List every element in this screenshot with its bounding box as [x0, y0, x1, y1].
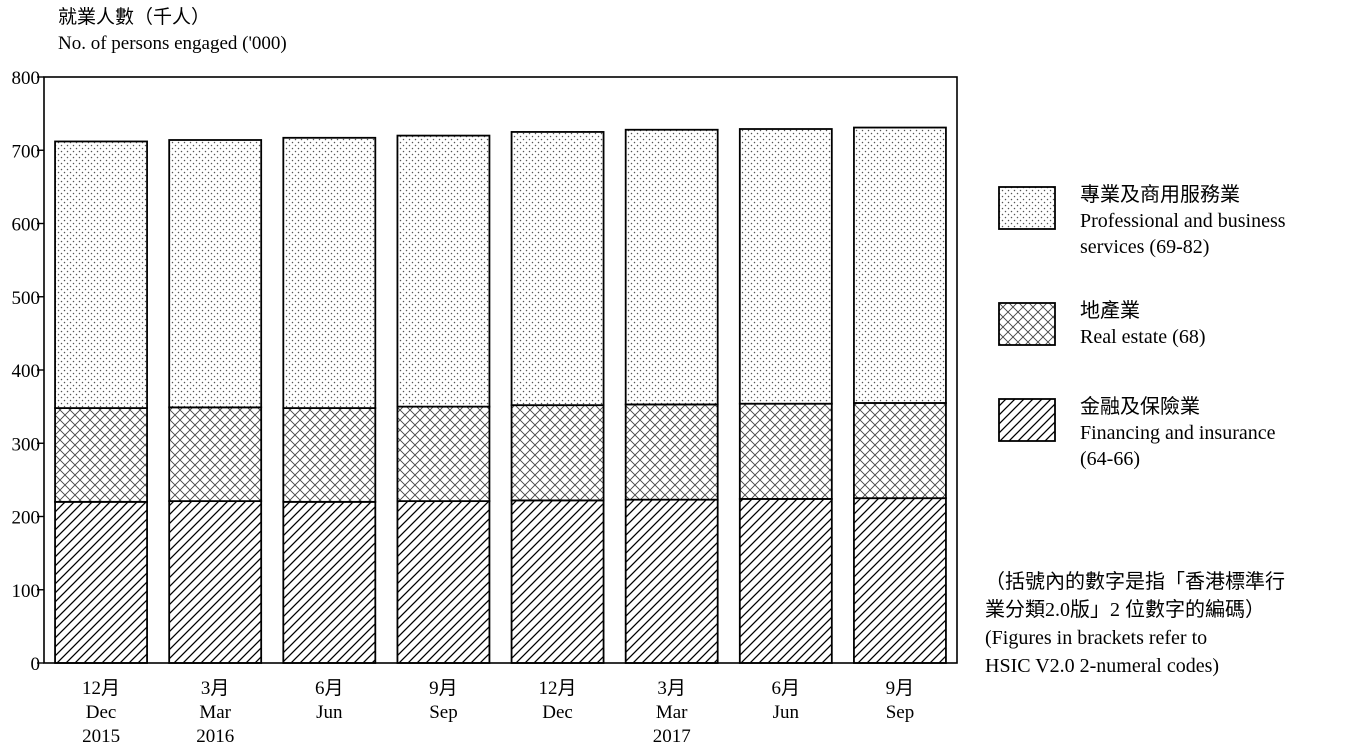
bar-segment-1-4 [396, 500, 491, 664]
legend-label-line: 專業及商用服務業 [1080, 184, 1240, 206]
y-tick-label: 600 [12, 215, 41, 236]
bar-segment-3-4 [396, 134, 491, 408]
footnote-en-line1: (Figures in brackets refer to [985, 627, 1208, 649]
footnote: （括號內的數字是指「香港標準行 業分類2.0版」2 位數字的編碼） (Figur… [985, 568, 1285, 680]
bar-segment-2-8 [853, 402, 947, 500]
bar-segment-2-5 [510, 404, 605, 502]
legend-label-line: 地產業 [1080, 300, 1140, 322]
x-tick-label: Sep [886, 702, 915, 723]
bar-segment-1-3 [282, 500, 377, 664]
y-tick-label: 700 [12, 141, 41, 162]
bar-segment-3-5 [510, 131, 605, 407]
footnote-zh-line2: 業分類2.0版」2 位數字的編碼） [985, 599, 1265, 621]
footnote-zh-line1: （括號內的數字是指「香港標準行 [985, 571, 1285, 593]
legend-label-line: Real estate (68) [1080, 326, 1206, 348]
bar-segment-2-2 [168, 406, 263, 503]
x-tick-label: 2017 [653, 726, 691, 746]
bar-segment-2-3 [282, 407, 377, 503]
footnote-en-line2: HSIC V2.0 2-numeral codes) [985, 655, 1220, 677]
y-axis-label-en: No. of persons engaged ('000) [58, 33, 287, 54]
y-axis-label-zh: 就業人數（千人） [58, 7, 211, 28]
x-tick-label: 3月 [201, 678, 230, 699]
x-tick-label: 2015 [82, 726, 120, 746]
bar-segment-3-8 [853, 126, 947, 404]
x-tick-label: Mar [656, 702, 688, 723]
x-tick-label: Jun [316, 702, 343, 723]
bar-segment-1-8 [853, 497, 947, 664]
bar-segment-3-1 [54, 140, 148, 409]
bar-segment-1-7 [738, 498, 833, 664]
bars-group [54, 126, 947, 664]
y-tick-label: 0 [31, 654, 41, 675]
x-tick-label: 9月 [429, 678, 458, 699]
legend-label-line: Professional and business [1080, 210, 1286, 232]
x-tick-label: 6月 [315, 678, 344, 699]
bar-segment-2-1 [54, 407, 148, 503]
legend-label-line: (64-66) [1080, 448, 1140, 470]
x-tick-label: 12月 [539, 678, 577, 699]
bar-segment-2-6 [624, 403, 719, 501]
bar-segment-2-4 [396, 405, 491, 503]
y-tick-label: 200 [12, 508, 41, 529]
legend-label-line: services (69-82) [1080, 236, 1210, 258]
y-tick-label: 500 [12, 288, 41, 309]
x-tick-label: 6月 [772, 678, 801, 699]
x-tick-label: Jun [773, 702, 800, 723]
bar-segment-1-5 [510, 499, 605, 664]
legend-swatch [998, 302, 1056, 346]
bar-segment-1-2 [168, 500, 263, 664]
y-tick-label: 800 [12, 68, 41, 89]
legend-swatch [998, 398, 1056, 442]
x-tick-label: 3月 [657, 678, 686, 699]
x-tick-label: Mar [199, 702, 231, 723]
legend-swatch [998, 186, 1056, 230]
legend-label-line: 金融及保險業 [1080, 396, 1200, 418]
axes-group: 12月 Dec 2015 3月 Mar 2016 6月 Jun 9月 Sep 12月 Dec 3月 Mar… [12, 68, 958, 746]
x-tick-label: 2016 [196, 726, 234, 746]
x-tick-label: 12月 [82, 678, 120, 699]
bar-segment-1-6 [624, 498, 719, 664]
x-tick-label: 9月 [886, 678, 915, 699]
legend-label-line: Financing and insurance [1080, 422, 1276, 444]
x-tick-label: Dec [542, 702, 573, 723]
bar-segment-2-7 [738, 402, 833, 500]
x-tick-label: Sep [429, 702, 458, 723]
x-tick-label: Dec [86, 702, 117, 723]
y-tick-label: 400 [12, 361, 41, 382]
bar-segment-1-1 [54, 500, 148, 664]
bar-segment-3-6 [624, 128, 719, 406]
y-tick-label: 300 [12, 434, 41, 455]
y-tick-label: 100 [12, 581, 41, 602]
bar-segment-3-3 [282, 136, 377, 409]
bar-segment-3-7 [738, 128, 833, 405]
bar-segment-3-2 [168, 139, 263, 409]
